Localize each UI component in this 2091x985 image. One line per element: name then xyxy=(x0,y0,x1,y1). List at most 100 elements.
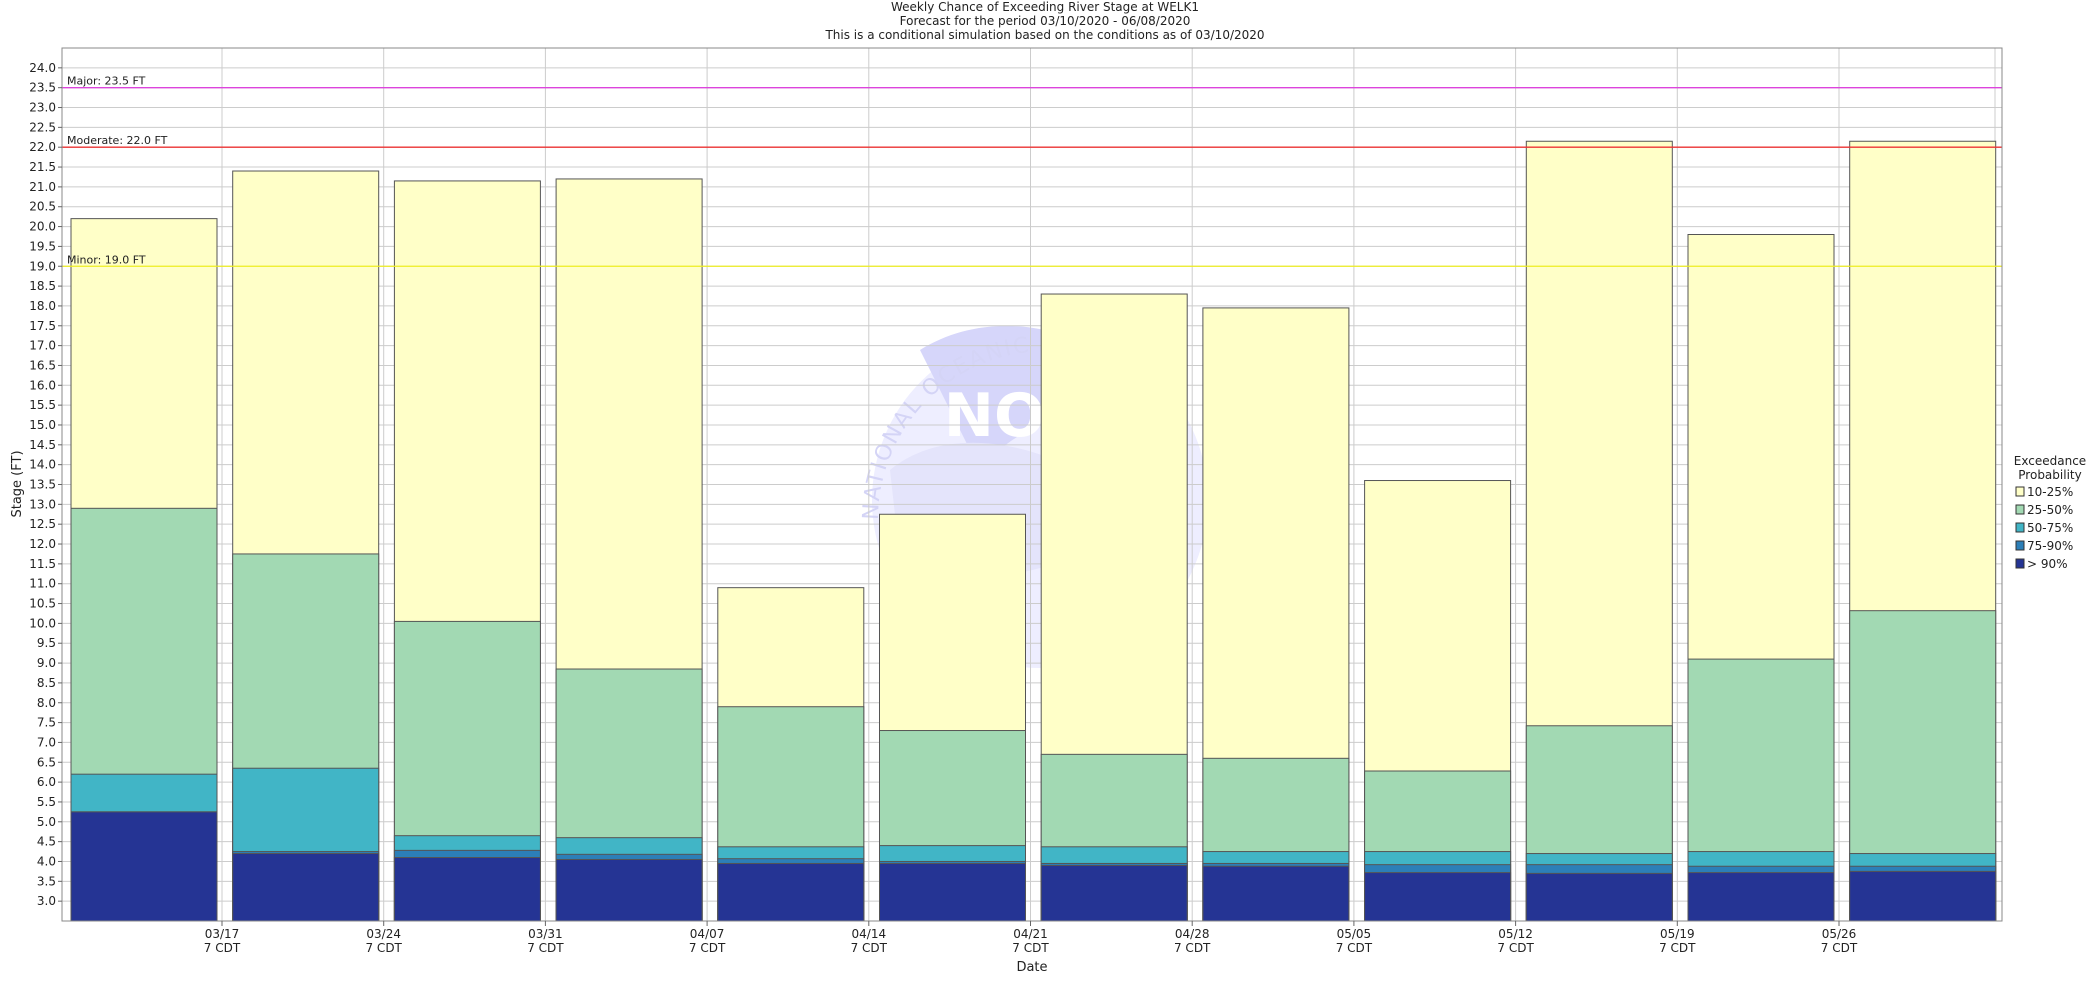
x-tick-tz-label: 7 CDT xyxy=(1336,941,1373,955)
y-tick-label: 6.0 xyxy=(37,775,56,789)
x-tick-tz-label: 7 CDT xyxy=(1821,941,1858,955)
y-tick-label: 8.0 xyxy=(37,696,56,710)
y-tick-label: 4.5 xyxy=(37,835,56,849)
x-tick-date-label: 04/21 xyxy=(1013,927,1048,941)
threshold-lines: Major: 23.5 FT Moderate: 22.0 FT Minor: 19… xyxy=(62,75,2002,267)
legend-swatch xyxy=(2015,540,2025,551)
threshold-label: Major: 23.5 FT xyxy=(67,75,146,88)
legend-title-line2: Probability xyxy=(2018,468,2081,482)
bar-segment xyxy=(1040,864,1188,922)
y-tick-label: 23.0 xyxy=(29,101,56,115)
y-tick-label: 18.0 xyxy=(29,299,56,313)
x-tick-tz-label: 7 CDT xyxy=(365,941,402,955)
y-axis: 3.0 3.5 4.0 4.5 5.0 5.5 6.0 6.5 7.0 7.5 8.0 8.5 9.0 9… xyxy=(29,61,62,908)
y-tick-label: 19.0 xyxy=(29,259,56,273)
legend-swatch xyxy=(2015,486,2025,497)
x-tick-tz-label: 7 CDT xyxy=(1659,941,1696,955)
y-tick-label: 23.5 xyxy=(29,81,56,95)
y-tick-label: 17.5 xyxy=(29,319,56,333)
y-tick-label: 20.0 xyxy=(29,220,56,234)
legend-item-label: 25-50% xyxy=(2027,503,2073,517)
x-tick-date-label: 04/07 xyxy=(690,927,725,941)
chart-subtitle-2: This is a conditional simulation based o… xyxy=(824,28,1264,42)
y-tick-label: 18.5 xyxy=(29,279,56,293)
y-tick-label: 7.0 xyxy=(37,735,56,749)
x-tick-tz-label: 7 CDT xyxy=(851,941,888,955)
y-tick-label: 24.0 xyxy=(29,61,56,75)
bar-segment xyxy=(1687,872,1835,922)
y-tick-label: 21.5 xyxy=(29,160,56,174)
chart-subtitle: Forecast for the period 03/10/2020 - 06/… xyxy=(900,14,1191,28)
y-tick-label: 5.5 xyxy=(37,795,56,809)
x-tick-tz-label: 7 CDT xyxy=(1174,941,1211,955)
threshold-label: Moderate: 22.0 FT xyxy=(67,134,168,147)
x-tick-date-label: 03/17 xyxy=(205,927,240,941)
y-tick-label: 21.0 xyxy=(29,180,56,194)
y-tick-label: 16.5 xyxy=(29,358,56,372)
y-tick-label: 12.0 xyxy=(29,537,56,551)
y-tick-label: 9.5 xyxy=(37,636,56,650)
y-tick-label: 19.5 xyxy=(29,239,56,253)
y-tick-label: 22.5 xyxy=(29,120,56,134)
x-tick-tz-label: 7 CDT xyxy=(1012,941,1049,955)
x-axis-label: Date xyxy=(1016,960,1047,975)
y-tick-label: 14.5 xyxy=(29,438,56,452)
y-tick-label: 3.0 xyxy=(37,894,56,908)
x-tick-tz-label: 7 CDT xyxy=(1497,941,1534,955)
legend-swatch xyxy=(2015,558,2025,569)
x-tick-tz-label: 7 CDT xyxy=(527,941,564,955)
legend: Exceedance Probability 10-25% 25-50% 50-75… xyxy=(2014,454,2086,571)
y-tick-label: 8.5 xyxy=(37,676,56,690)
legend-title-line1: Exceedance xyxy=(2014,454,2086,468)
x-tick-date-label: 05/19 xyxy=(1660,927,1695,941)
bar-segment xyxy=(879,862,1026,922)
y-tick-label: 20.5 xyxy=(29,200,56,214)
x-tick-date-label: 03/31 xyxy=(528,927,563,941)
bar-segment xyxy=(1202,865,1350,922)
gridlines xyxy=(62,48,2002,921)
bar-segment xyxy=(1525,872,1673,922)
y-tick-label: 13.0 xyxy=(29,497,56,511)
y-tick-label: 12.5 xyxy=(29,517,56,531)
y-tick-label: 14.0 xyxy=(29,458,56,472)
bar-segment xyxy=(393,857,541,922)
y-tick-label: 16.0 xyxy=(29,378,56,392)
bar-segment xyxy=(1849,870,1997,922)
bar-segment xyxy=(555,858,703,922)
y-tick-label: 10.0 xyxy=(29,616,56,630)
y-tick-label: 22.0 xyxy=(29,140,56,154)
y-tick-label: 7.5 xyxy=(37,716,56,730)
chart-title: Weekly Chance of Exceeding River Stage a… xyxy=(891,0,1199,14)
y-tick-label: 10.5 xyxy=(29,597,56,611)
x-tick-date-label: 03/24 xyxy=(366,927,401,941)
y-tick-label: 13.5 xyxy=(29,478,56,492)
x-tick-date-label: 04/14 xyxy=(852,927,887,941)
y-tick-label: 9.0 xyxy=(37,656,56,670)
legend-swatch xyxy=(2015,522,2025,533)
y-axis-label: Stage (FT) xyxy=(10,450,25,517)
y-tick-label: 5.0 xyxy=(37,815,56,829)
y-tick-label: 4.0 xyxy=(37,854,56,868)
y-tick-label: 17.0 xyxy=(29,339,56,353)
bar-segment xyxy=(717,862,865,922)
x-tick-date-label: 04/28 xyxy=(1175,927,1210,941)
bar-segment xyxy=(70,811,218,922)
x-tick-date-label: 05/12 xyxy=(1498,927,1533,941)
y-tick-label: 15.0 xyxy=(29,418,56,432)
y-tick-label: 3.5 xyxy=(37,874,56,888)
threshold-label: Minor: 19.0 FT xyxy=(67,253,146,266)
bar-segment xyxy=(232,853,380,922)
y-tick-label: 11.5 xyxy=(29,557,56,571)
x-tick-date-label: 05/26 xyxy=(1822,927,1857,941)
y-tick-label: 6.5 xyxy=(37,755,56,769)
x-tick-tz-label: 7 CDT xyxy=(689,941,726,955)
y-tick-label: 15.5 xyxy=(29,398,56,412)
legend-item-label: 75-90% xyxy=(2027,539,2073,553)
legend-item-label: 50-75% xyxy=(2027,521,2073,535)
legend-item-label: > 90% xyxy=(2027,557,2068,571)
bar-segment xyxy=(1364,872,1512,922)
x-tick-tz-label: 7 CDT xyxy=(204,941,241,955)
